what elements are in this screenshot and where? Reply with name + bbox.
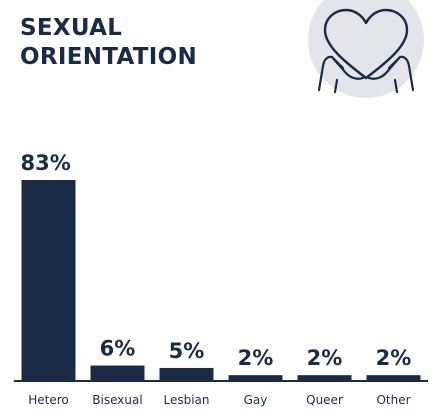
- value-label-gay: 2%: [238, 346, 274, 370]
- value-label-hetero: 83%: [21, 151, 71, 175]
- value-labels-group: 83% 6% 5% 2% 2% 2%: [21, 151, 412, 370]
- hands-outline: [317, 55, 415, 94]
- page-title: SEXUAL ORIENTATION: [20, 14, 197, 72]
- title-line-1: SEXUAL: [20, 15, 123, 41]
- category-label-other: Other: [376, 393, 410, 407]
- bar-bisexual: [90, 365, 145, 380]
- category-labels-group: Hetero Bisexual Lesbian Gay Queer Other: [28, 393, 410, 407]
- value-label-bisexual: 6%: [100, 337, 136, 361]
- value-label-lesbian: 5%: [169, 339, 205, 363]
- category-label-bisexual: Bisexual: [92, 393, 142, 407]
- category-label-lesbian: Lesbian: [163, 393, 209, 407]
- bar-lesbian: [159, 367, 214, 380]
- bar-hetero: [21, 180, 76, 380]
- bar-gay: [228, 375, 283, 380]
- category-label-gay: Gay: [244, 393, 268, 407]
- value-label-queer: 2%: [307, 346, 343, 370]
- emblem-circle: [308, 0, 424, 98]
- category-label-hetero: Hetero: [28, 393, 69, 407]
- bars-group: [21, 180, 421, 380]
- category-label-queer: Queer: [306, 393, 343, 407]
- bar-other: [366, 375, 421, 380]
- title-line-2: ORIENTATION: [20, 44, 198, 70]
- heart-outline: [323, 8, 409, 80]
- heart-hands-icon: [308, 0, 424, 98]
- value-label-other: 2%: [376, 346, 412, 370]
- bar-queer: [297, 375, 352, 380]
